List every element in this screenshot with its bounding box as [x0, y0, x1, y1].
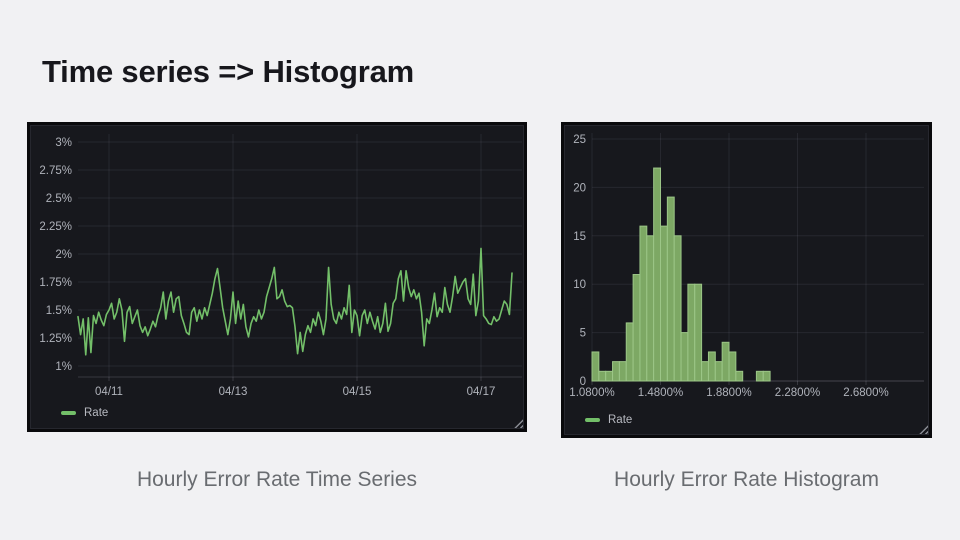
- svg-text:1.75%: 1.75%: [39, 277, 72, 289]
- caption-timeseries: Hourly Error Rate Time Series: [136, 468, 418, 491]
- series-color-dash-icon: [585, 418, 600, 422]
- svg-text:04/17: 04/17: [467, 386, 496, 398]
- svg-text:2%: 2%: [55, 249, 72, 261]
- svg-text:25: 25: [573, 134, 586, 146]
- legend-label: Rate: [608, 414, 633, 426]
- svg-text:5: 5: [580, 328, 586, 340]
- timeseries-panel: 3% 2.75% 2.5% 2.25% 2% 1.75% 1.5% 1.25% 1% 04/11 0…: [27, 122, 527, 432]
- svg-text:1%: 1%: [55, 361, 72, 373]
- histogram-panel: 0 5 10 15 20 25 1.0800% 1.4800% 1.8800% 2.2800% 2.…: [561, 122, 932, 438]
- svg-text:2.5%: 2.5%: [46, 193, 72, 205]
- series-color-dash-icon: [61, 411, 76, 415]
- histogram-legend: Rate: [585, 414, 632, 426]
- svg-text:1.5%: 1.5%: [46, 305, 72, 317]
- svg-text:0: 0: [580, 376, 586, 388]
- caption-histogram: Hourly Error Rate Histogram: [614, 468, 879, 491]
- svg-text:15: 15: [573, 231, 586, 243]
- legend-label: Rate: [84, 407, 109, 419]
- svg-text:04/13: 04/13: [219, 386, 248, 398]
- svg-text:3%: 3%: [55, 137, 72, 149]
- svg-text:1.8800%: 1.8800%: [706, 387, 751, 399]
- svg-text:1.4800%: 1.4800%: [638, 387, 683, 399]
- panel-resize-handle-icon[interactable]: [918, 424, 928, 434]
- svg-text:1.0800%: 1.0800%: [569, 387, 614, 399]
- legend-item-rate[interactable]: Rate: [61, 407, 108, 419]
- timeseries-chart: 3% 2.75% 2.5% 2.25% 2% 1.75% 1.5% 1.25% 1% 04/11 0…: [39, 134, 522, 398]
- svg-text:20: 20: [573, 182, 586, 194]
- svg-text:04/15: 04/15: [343, 386, 372, 398]
- svg-text:1.25%: 1.25%: [39, 333, 72, 345]
- slide-title: Time series => Histogram: [42, 54, 414, 89]
- timeseries-legend: Rate: [61, 407, 108, 419]
- histogram-chart: 0 5 10 15 20 25 1.0800% 1.4800% 1.8800% 2.2800% 2.…: [569, 133, 924, 399]
- svg-text:2.25%: 2.25%: [39, 221, 72, 233]
- svg-text:10: 10: [573, 279, 586, 291]
- svg-text:2.2800%: 2.2800%: [775, 387, 820, 399]
- svg-text:2.75%: 2.75%: [39, 165, 72, 177]
- svg-text:04/11: 04/11: [95, 386, 123, 398]
- svg-text:2.6800%: 2.6800%: [843, 387, 888, 399]
- legend-item-rate[interactable]: Rate: [585, 414, 632, 426]
- panel-resize-handle-icon[interactable]: [513, 418, 523, 428]
